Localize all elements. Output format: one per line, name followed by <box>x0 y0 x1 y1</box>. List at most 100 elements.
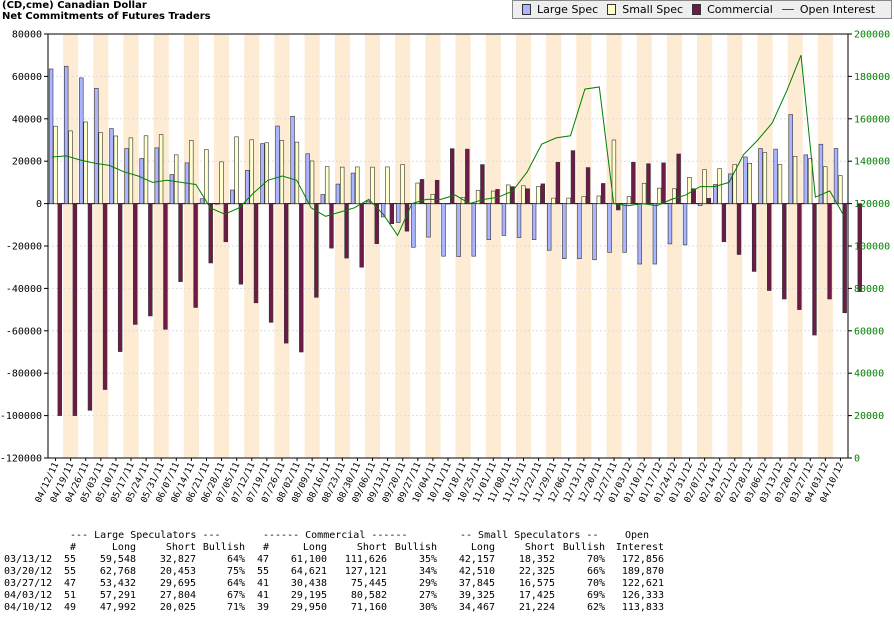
bar-large-spec <box>713 184 718 204</box>
table-cell: 64% <box>226 554 245 565</box>
column-stripe <box>666 34 682 458</box>
legend-item-large-spec: Large Spec <box>522 3 598 16</box>
column-header: # <box>69 542 76 553</box>
right-axis-tick-label: 200000 <box>854 30 890 41</box>
bar-small-spec <box>83 121 88 204</box>
table-cell: 49 <box>63 602 76 613</box>
column-header: Long <box>302 542 327 553</box>
bar-large-spec <box>456 203 461 257</box>
table-cell: 64,621 <box>290 566 327 577</box>
bar-commercial <box>434 179 440 204</box>
table-cell: 53,432 <box>99 578 136 589</box>
bar-commercial <box>510 186 515 204</box>
table-cell: 71,160 <box>350 602 387 613</box>
bar-small-spec <box>219 161 224 204</box>
column-header: Long <box>111 542 136 553</box>
table-cell: 20,453 <box>159 566 196 577</box>
bar-commercial <box>736 203 742 255</box>
bar-large-spec <box>833 148 839 204</box>
column-stripe <box>606 34 622 458</box>
bar-commercial <box>284 203 289 344</box>
right-axis-tick-label: 100000 <box>854 242 890 253</box>
bar-small-spec <box>823 166 828 204</box>
table-cell: 55 <box>256 566 269 577</box>
table-cell: 47 <box>256 554 269 565</box>
bar-large-spec <box>818 143 824 204</box>
bar-large-spec <box>320 194 325 204</box>
table-cell: 21,224 <box>518 602 555 613</box>
column-stripe <box>455 34 471 458</box>
bar-small-spec <box>158 134 164 204</box>
table-cell: 20,025 <box>159 602 196 613</box>
bar-large-spec <box>547 203 552 251</box>
bar-commercial <box>721 203 727 243</box>
column-header: Bullish <box>562 542 605 553</box>
legend-label: Small Spec <box>622 3 684 16</box>
bar-large-spec <box>411 203 416 248</box>
bar-commercial <box>133 203 138 325</box>
bar-large-spec <box>562 203 567 260</box>
bar-commercial <box>148 203 153 317</box>
bar-small-spec <box>762 152 768 204</box>
bar-large-spec <box>396 203 401 223</box>
table-cell: 47 <box>63 578 76 589</box>
bar-large-spec <box>607 203 612 253</box>
row-date: 03/27/12 <box>4 578 53 589</box>
right-axis-tick-label: 120000 <box>854 199 890 210</box>
legend-label: Large Spec <box>537 3 599 16</box>
table-cell: 32,827 <box>159 554 196 565</box>
bar-large-spec <box>531 203 537 240</box>
bar-small-spec <box>807 158 813 204</box>
right-axis-tick-label: 160000 <box>854 114 890 125</box>
bar-small-spec <box>747 163 752 204</box>
bar-commercial <box>344 203 349 259</box>
bar-small-spec <box>687 177 692 204</box>
table-cell: 27,804 <box>159 590 196 601</box>
bar-small-spec <box>355 166 360 204</box>
bar-commercial <box>570 150 576 204</box>
table-cell: 42,157 <box>458 554 495 565</box>
table-cell: 22,325 <box>518 566 555 577</box>
bar-large-spec <box>788 114 793 204</box>
table-cell: 47,992 <box>99 602 136 613</box>
bar-commercial <box>842 203 847 314</box>
table-cell: 126,333 <box>621 590 664 601</box>
table-cell: 41 <box>256 578 269 589</box>
bar-large-spec <box>471 203 476 257</box>
bar-large-spec <box>682 203 688 246</box>
bar-small-spec <box>792 156 798 204</box>
table-cell: 67% <box>226 590 245 601</box>
legend-label: Open Interest <box>799 3 876 16</box>
column-header: # <box>262 542 269 553</box>
left-axis-tick-label: 60000 <box>12 72 42 83</box>
table-cell: 42,510 <box>458 566 495 577</box>
row-date: 03/13/12 <box>4 554 53 565</box>
bar-small-spec <box>641 182 647 204</box>
table-cell: 41 <box>256 590 269 601</box>
bar-commercial <box>72 203 78 416</box>
bar-commercial <box>208 203 213 264</box>
bar-large-spec <box>124 148 129 204</box>
left-axis-tick-label: 80000 <box>12 30 42 41</box>
table-cell: 18,352 <box>518 554 555 565</box>
bar-small-spec <box>596 195 602 204</box>
right-axis-tick-label: 40000 <box>854 369 884 380</box>
column-stripe <box>183 34 199 458</box>
column-header: Bullish <box>202 542 245 553</box>
bar-small-spec <box>113 135 118 204</box>
table-cell: 35% <box>418 554 437 565</box>
right-axis-tick-label: 180000 <box>854 72 890 83</box>
table-cell: 16,575 <box>518 578 555 589</box>
table-cell: 113,833 <box>621 602 664 613</box>
bar-small-spec <box>838 175 843 204</box>
bar-commercial <box>102 203 108 390</box>
table-cell: 30,438 <box>290 578 327 589</box>
table-cell: 61,100 <box>290 554 327 565</box>
bar-small-spec <box>475 189 481 204</box>
legend-item-open-interest: Open Interest <box>781 3 876 16</box>
left-axis-tick-label: 0 <box>36 199 42 210</box>
bar-small-spec <box>657 187 662 204</box>
bar-large-spec <box>335 183 341 204</box>
chart-canvas: 800006000040000200000-20000-40000-60000-… <box>0 30 890 505</box>
bar-commercial <box>178 203 183 282</box>
